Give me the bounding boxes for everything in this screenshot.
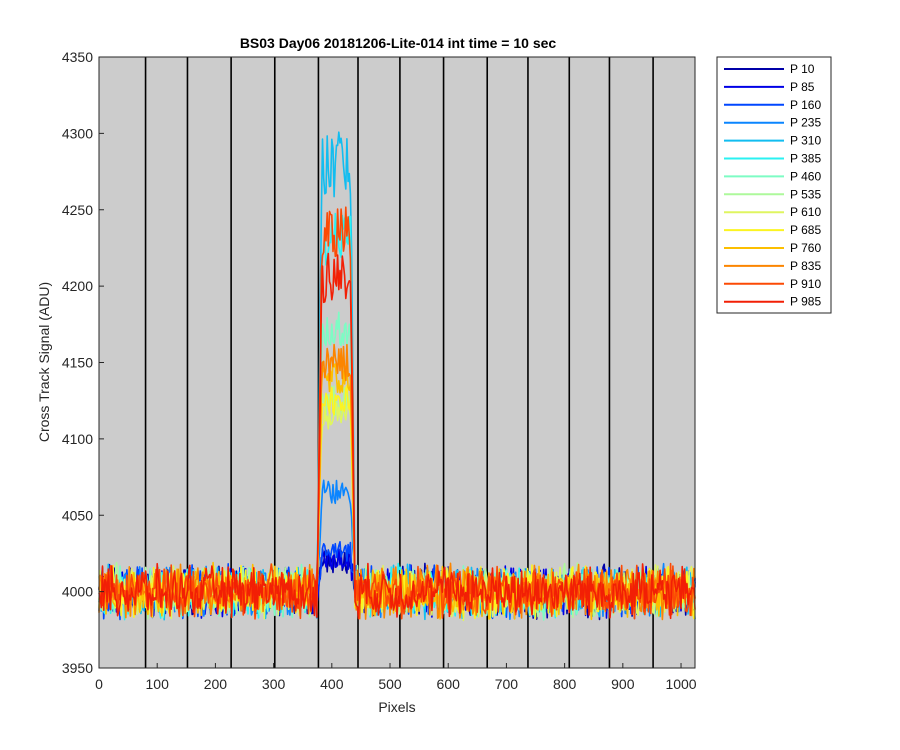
- x-axis-label: Pixels: [378, 699, 415, 715]
- series-line: [98, 252, 696, 620]
- x-tick-label: 800: [553, 676, 577, 692]
- y-tick-label: 4000: [62, 584, 93, 600]
- y-tick-label: 4250: [62, 202, 93, 218]
- x-tick-label: 200: [204, 676, 228, 692]
- y-tick-label: 3950: [62, 660, 93, 676]
- x-tick-label: 500: [378, 676, 402, 692]
- y-tick-label: 4100: [62, 431, 93, 447]
- y-tick-label: 4300: [62, 125, 93, 141]
- x-tick-label: 900: [611, 676, 635, 692]
- y-tick-label: 4050: [62, 507, 93, 523]
- series-lines: [98, 131, 696, 622]
- x-tick-label: 1000: [665, 676, 696, 692]
- legend-label: P 460: [790, 169, 821, 183]
- grid-lines: [144, 57, 654, 668]
- legend-label: P 760: [790, 241, 821, 255]
- x-tick-label: 0: [95, 676, 103, 692]
- chart-title: BS03 Day06 20181206-Lite-014 int time = …: [240, 35, 557, 51]
- legend: P 10 P 85 P 160 P 235 P 310 P 385 P 460 P 535 P …: [716, 56, 832, 314]
- y-axis-label: Cross Track Signal (ADU): [36, 282, 52, 442]
- legend-label: P 535: [790, 187, 821, 201]
- x-tick-label: 600: [437, 676, 461, 692]
- y-axis: 3950 4000 4050 4100 4150 4200 4250 4300 4350: [62, 49, 104, 676]
- x-tick-label: 300: [262, 676, 286, 692]
- legend-label: P 10: [790, 62, 815, 76]
- legend-label: P 385: [790, 152, 821, 166]
- y-tick-label: 4350: [62, 49, 93, 65]
- y-tick-label: 4200: [62, 278, 93, 294]
- legend-label: P 310: [790, 134, 821, 148]
- x-tick-label: 100: [146, 676, 170, 692]
- legend-label: P 610: [790, 205, 821, 219]
- x-axis: 0 100 200 300 400 500 600 700 800 900 1000: [95, 663, 697, 692]
- x-tick-label: 700: [495, 676, 519, 692]
- legend-label: P 85: [790, 80, 815, 94]
- y-tick-label: 4150: [62, 355, 93, 371]
- legend-label: P 985: [790, 295, 821, 309]
- plot-area: [99, 57, 695, 668]
- legend-label: P 910: [790, 277, 821, 291]
- legend-box: [716, 56, 832, 314]
- legend-label: P 160: [790, 98, 821, 112]
- legend-label: P 835: [790, 259, 821, 273]
- legend-label: P 685: [790, 223, 821, 237]
- legend-label: P 235: [790, 116, 821, 130]
- x-tick-label: 400: [320, 676, 344, 692]
